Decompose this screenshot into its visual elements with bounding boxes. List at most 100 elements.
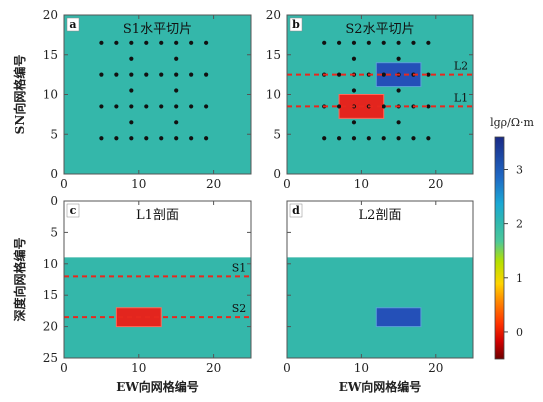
electrode-dot bbox=[426, 104, 431, 109]
panel-b: L2 L1 0 10 20 0 5 10 15 20 b S2水平切片 bbox=[266, 8, 474, 191]
y-tick-label: 15 bbox=[43, 48, 58, 62]
panel-label: d bbox=[292, 204, 300, 217]
line-label-S2: S2 bbox=[232, 302, 247, 315]
electrode-dot bbox=[99, 72, 104, 77]
panel-frame bbox=[286, 200, 474, 359]
electrode-dot bbox=[396, 40, 401, 45]
electrode-dot bbox=[129, 136, 134, 141]
electrode-dot bbox=[174, 56, 179, 61]
x-axis-label: EW向网格编号 bbox=[116, 379, 199, 394]
electrode-dot bbox=[129, 104, 134, 109]
electrode-dot bbox=[129, 120, 134, 125]
electrode-dot bbox=[204, 136, 209, 141]
x-tick-label: 10 bbox=[354, 177, 369, 191]
electrode-dot bbox=[426, 40, 431, 45]
electrode-dot bbox=[381, 136, 386, 141]
electrode-dot bbox=[411, 136, 416, 141]
colorbar-gradient bbox=[494, 136, 505, 360]
y-tick-label: 5 bbox=[50, 225, 58, 239]
electrode-dot bbox=[189, 104, 194, 109]
electrode-dot bbox=[174, 104, 179, 109]
electrode-dot bbox=[204, 104, 209, 109]
electrode-dot bbox=[114, 136, 119, 141]
electrode-dot bbox=[189, 40, 194, 45]
electrode-dot bbox=[351, 136, 357, 141]
x-tick-label: 0 bbox=[283, 361, 291, 375]
colorbar-tick-label: 0 bbox=[516, 326, 523, 339]
electrode-dot bbox=[174, 120, 179, 125]
electrode-dot bbox=[351, 120, 357, 125]
electrode-dot bbox=[144, 72, 149, 77]
y-tick-label: 20 bbox=[43, 320, 58, 334]
electrode-dot bbox=[336, 40, 342, 45]
y-tick-label: 0 bbox=[50, 167, 58, 181]
electrode-dot bbox=[366, 136, 371, 141]
colorbar-tick-label: 1 bbox=[516, 272, 523, 285]
y-axis-label: 深度向网格编号 bbox=[12, 237, 27, 321]
line-label-L1: L1 bbox=[454, 91, 468, 104]
panel-title: S1水平切片 bbox=[123, 22, 192, 37]
electrode-dot bbox=[396, 120, 401, 125]
panel-label-box bbox=[66, 17, 80, 32]
electrode-dot bbox=[381, 72, 386, 77]
panel-label-box bbox=[289, 203, 303, 218]
y-axis-label: SN向网格编号 bbox=[12, 55, 27, 135]
panel-label: c bbox=[70, 204, 77, 217]
electrode-dot bbox=[144, 40, 149, 45]
electrode-dot bbox=[174, 40, 179, 45]
colorbar: 0 1 2 3 lgρ/Ω·m bbox=[490, 116, 534, 360]
x-tick-label: 10 bbox=[131, 177, 146, 191]
electrode-dot bbox=[322, 136, 327, 141]
y-tick-label: 0 bbox=[273, 167, 281, 181]
electrode-dot bbox=[99, 104, 104, 109]
electrode-dot bbox=[114, 40, 119, 45]
x-tick-label: 20 bbox=[428, 361, 443, 375]
line-label-S1: S1 bbox=[232, 261, 247, 274]
x-tick-label: 10 bbox=[354, 361, 369, 375]
panel-a: 0 10 20 0 5 10 15 20 a S1水平切片 SN向网格编号 bbox=[12, 8, 252, 191]
electrode-dot bbox=[99, 40, 104, 45]
panel-title: S2水平切片 bbox=[345, 22, 414, 37]
electrode-dot bbox=[174, 136, 179, 141]
y-tick-label: 10 bbox=[266, 88, 281, 102]
line-label-L2: L2 bbox=[454, 60, 468, 73]
anomaly-body-0 bbox=[375, 307, 422, 328]
y-tick-label: 10 bbox=[43, 257, 58, 271]
electrode-dot bbox=[411, 40, 416, 45]
electrode-dot bbox=[366, 40, 371, 45]
electrode-dot bbox=[204, 40, 209, 45]
y-tick-label: 5 bbox=[273, 127, 281, 141]
electrode-dot bbox=[189, 72, 194, 77]
panel-label-box bbox=[66, 203, 80, 218]
electrode-dot bbox=[351, 40, 357, 45]
electrode-dot bbox=[336, 136, 342, 141]
electrode-dot bbox=[144, 104, 149, 109]
electrode-dot bbox=[351, 56, 357, 61]
electrode-dot bbox=[129, 72, 134, 77]
electrode-dot bbox=[174, 72, 179, 77]
panel-label: a bbox=[69, 18, 76, 31]
x-tick-label: 0 bbox=[60, 361, 68, 375]
colorbar-tick-label: 2 bbox=[516, 218, 523, 231]
electrode-dot bbox=[426, 136, 431, 141]
panel-label-box bbox=[289, 17, 303, 32]
x-tick-label: 10 bbox=[131, 361, 146, 375]
electrode-dot bbox=[114, 72, 119, 77]
electrode-dot bbox=[174, 88, 179, 93]
y-tick-label: 25 bbox=[43, 351, 58, 365]
electrode-dot bbox=[396, 136, 401, 141]
x-tick-label: 0 bbox=[283, 177, 291, 191]
x-axis-label: EW向网格编号 bbox=[339, 379, 422, 394]
panel-background bbox=[64, 15, 251, 174]
electrode-dot bbox=[129, 56, 134, 61]
y-tick-label: 20 bbox=[43, 8, 58, 22]
electrode-dot bbox=[381, 40, 386, 45]
electrode-dot bbox=[189, 136, 194, 141]
colorbar-tick-label: 3 bbox=[516, 163, 523, 176]
air-layer bbox=[287, 201, 473, 258]
electrode-dot bbox=[159, 136, 164, 141]
y-tick-label: 15 bbox=[266, 48, 281, 62]
panel-d: 0 10 20 d L2剖面 EW向网格编号 bbox=[283, 200, 474, 394]
